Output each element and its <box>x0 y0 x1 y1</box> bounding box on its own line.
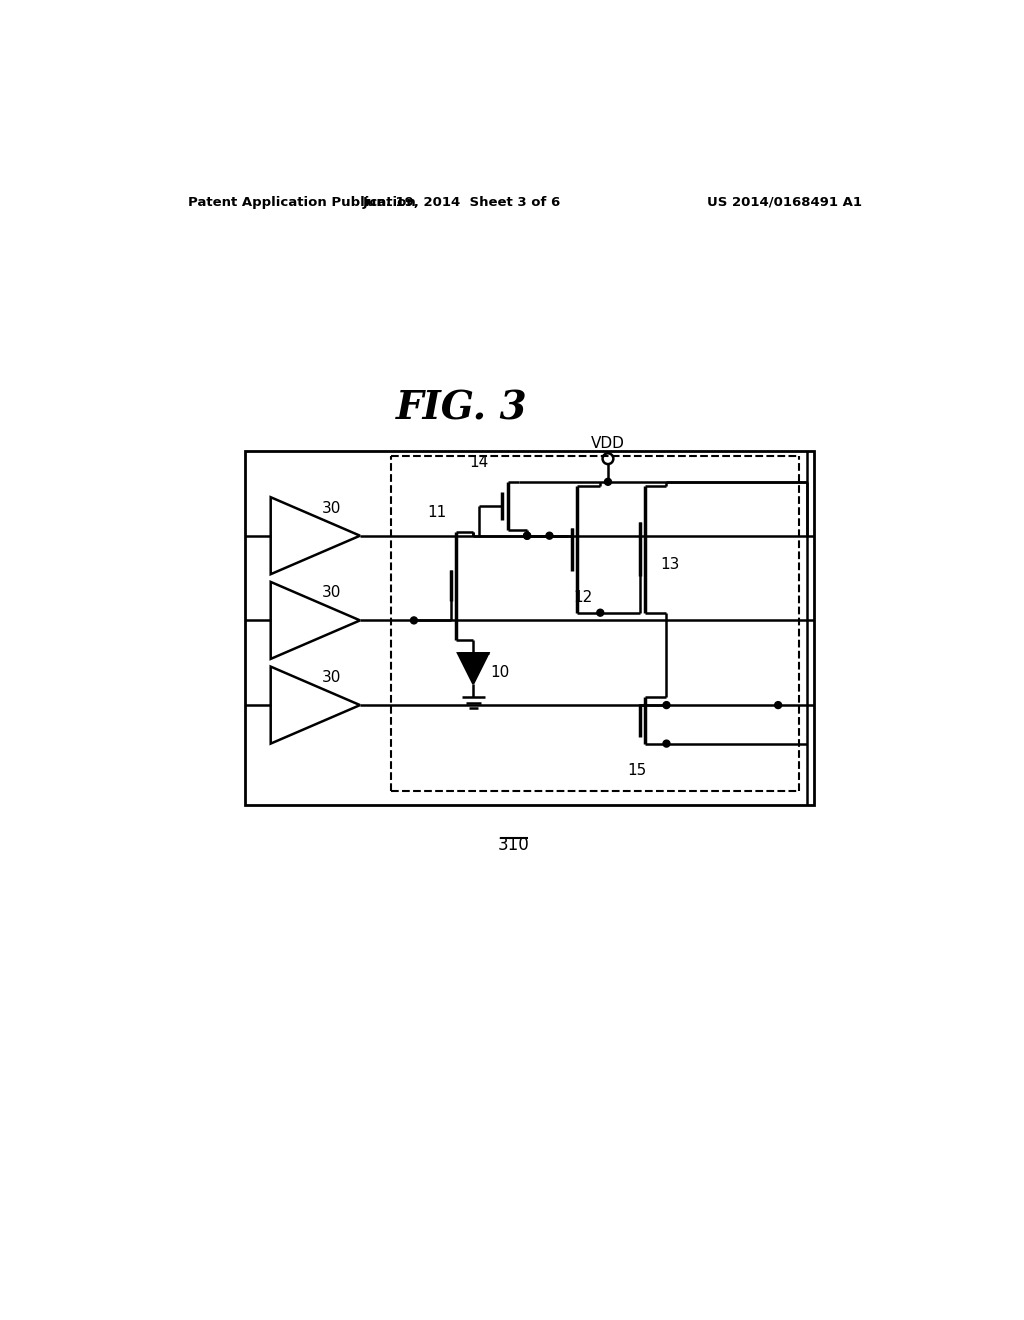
Text: 13: 13 <box>660 557 680 572</box>
Circle shape <box>775 702 781 709</box>
Text: VDD: VDD <box>591 436 625 451</box>
Circle shape <box>523 532 530 539</box>
Text: 14: 14 <box>469 455 488 470</box>
Circle shape <box>663 702 670 709</box>
Text: 30: 30 <box>322 671 341 685</box>
Text: 30: 30 <box>322 500 341 516</box>
Text: 310: 310 <box>498 836 529 854</box>
Text: 10: 10 <box>490 665 509 680</box>
Circle shape <box>663 741 670 747</box>
Text: US 2014/0168491 A1: US 2014/0168491 A1 <box>707 195 862 209</box>
Circle shape <box>411 616 418 624</box>
Text: FIG. 3: FIG. 3 <box>396 389 527 428</box>
Text: 11: 11 <box>428 506 447 520</box>
Circle shape <box>546 532 553 539</box>
Circle shape <box>523 532 530 539</box>
Polygon shape <box>458 653 488 684</box>
Bar <box>245 451 814 805</box>
Circle shape <box>604 478 611 486</box>
Text: 12: 12 <box>573 590 593 605</box>
Circle shape <box>597 610 604 616</box>
Text: Jun. 19, 2014  Sheet 3 of 6: Jun. 19, 2014 Sheet 3 of 6 <box>362 195 561 209</box>
Text: 30: 30 <box>322 585 341 601</box>
Text: Patent Application Publication: Patent Application Publication <box>188 195 416 209</box>
Text: 15: 15 <box>628 763 647 777</box>
